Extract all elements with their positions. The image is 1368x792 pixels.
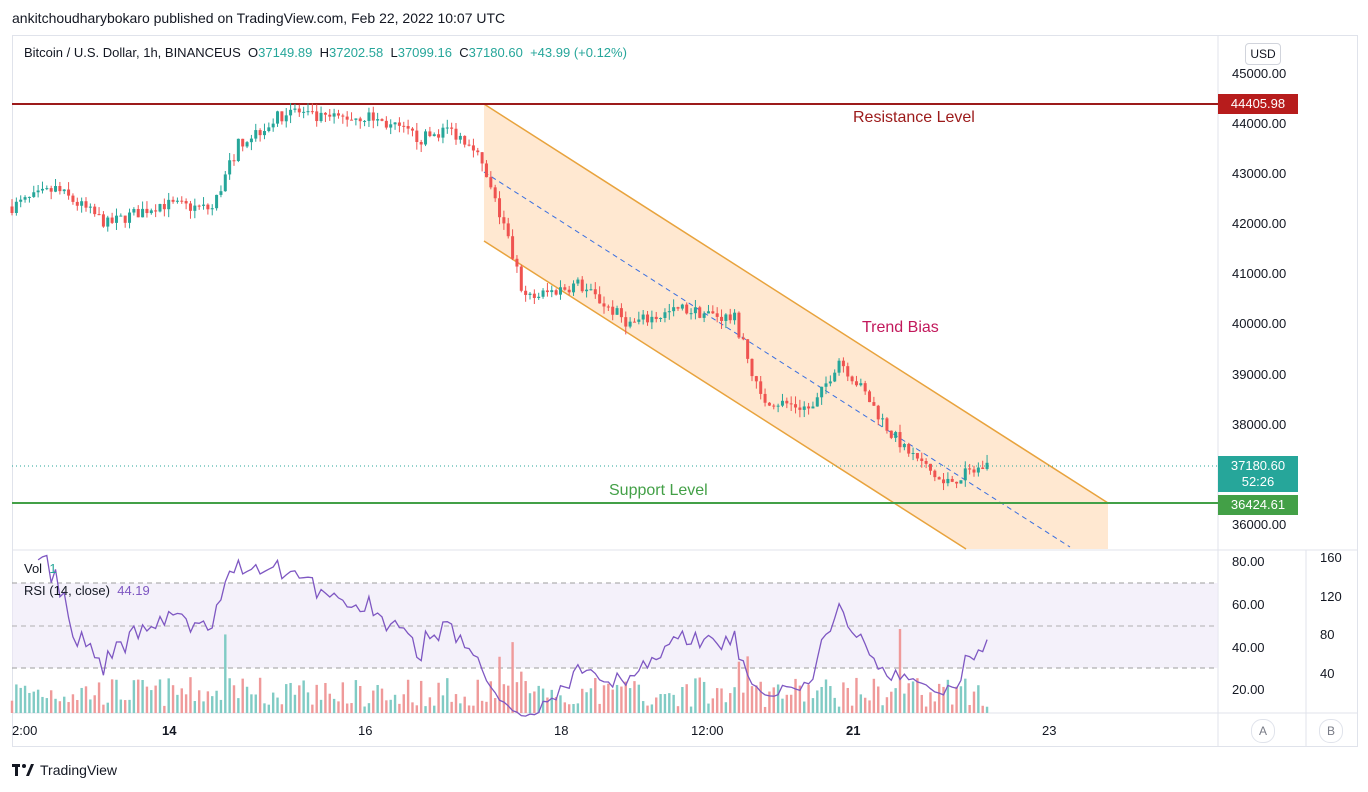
- chart-frame: [12, 35, 1358, 747]
- time-tick: 12:00: [691, 723, 724, 738]
- price-tick: 38000.00: [1232, 417, 1287, 432]
- vol-label: Vol: [24, 561, 43, 576]
- price-tick: 39000.00: [1232, 367, 1287, 382]
- price-tick: 42000.00: [1232, 216, 1287, 231]
- rsi-tick: 40.00: [1232, 640, 1265, 655]
- symbol-title[interactable]: Bitcoin / U.S. Dollar, 1h, BINANCEUS: [24, 45, 241, 60]
- price-tick: 40000.00: [1232, 316, 1287, 331]
- change-value: +43.99 (+0.12%): [530, 45, 627, 60]
- auto-scale-button[interactable]: A: [1251, 719, 1275, 743]
- published-line: ankitchoudharybokaro published on Tradin…: [12, 10, 506, 26]
- last-price-value: 37180.60: [1230, 458, 1286, 473]
- rsi-tick: 80.00: [1232, 554, 1265, 569]
- close-key: C: [459, 45, 469, 60]
- time-tick: 18: [554, 723, 569, 738]
- vol-tick: 80: [1320, 627, 1335, 642]
- time-tick: 2:00: [12, 723, 38, 738]
- tradingview-logo-icon: [12, 764, 34, 776]
- vol-tick: 160: [1320, 550, 1342, 565]
- resistance-price-tag: 44405.98: [1218, 94, 1298, 114]
- rsi-value: 44.19: [117, 583, 150, 598]
- rsi-tick: 20.00: [1232, 682, 1265, 697]
- low-key: L: [390, 45, 398, 60]
- price-tick: 36000.00: [1232, 517, 1287, 532]
- vol-value: 1: [49, 561, 57, 576]
- open-key: O: [248, 45, 259, 60]
- tradingview-brand[interactable]: TradingView: [12, 762, 117, 778]
- rsi-label: RSI (14, close): [24, 583, 110, 598]
- open-value: 37149.89: [258, 45, 313, 60]
- price-tick: 43000.00: [1232, 166, 1287, 181]
- countdown-value: 52:26: [1241, 474, 1275, 489]
- price-tick: 41000.00: [1232, 266, 1287, 281]
- low-value: 37099.16: [397, 45, 452, 60]
- time-tick: 21: [846, 723, 861, 738]
- scale-b-button[interactable]: B: [1319, 719, 1343, 743]
- high-value: 37202.58: [329, 45, 384, 60]
- price-tick: 45000.00: [1232, 66, 1287, 81]
- close-value: 37180.60: [468, 45, 523, 60]
- rsi-legend: RSI (14, close) 44.19: [24, 583, 150, 598]
- last-price-tag: 37180.60 52:26: [1218, 456, 1298, 492]
- vol-tick: 120: [1320, 589, 1342, 604]
- brand-name: TradingView: [40, 762, 118, 778]
- high-key: H: [319, 45, 329, 60]
- currency-button[interactable]: USD: [1245, 43, 1281, 65]
- time-tick: 16: [358, 723, 373, 738]
- rsi-tick: 60.00: [1232, 597, 1265, 612]
- time-tick: 14: [162, 723, 177, 738]
- time-tick: 23: [1042, 723, 1057, 738]
- ohlc-legend: Bitcoin / U.S. Dollar, 1h, BINANCEUS O37…: [24, 45, 627, 60]
- support-price-tag: 36424.61: [1218, 495, 1298, 515]
- vol-legend: Vol 1: [24, 561, 57, 576]
- vol-tick: 40: [1320, 666, 1335, 681]
- price-tick: 44000.00: [1232, 116, 1287, 131]
